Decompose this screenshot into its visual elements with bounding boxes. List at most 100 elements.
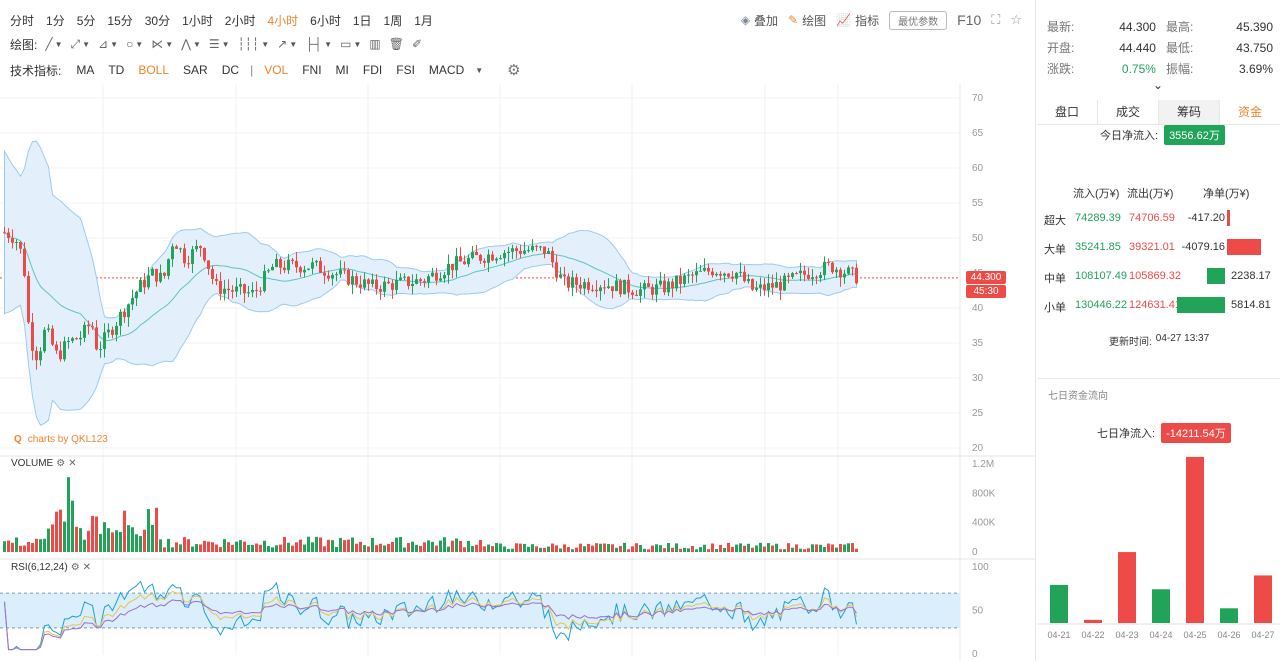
volume-bar <box>567 547 570 552</box>
best-params-button[interactable]: 最优参数 <box>889 10 948 30</box>
f10-button[interactable]: F10 <box>957 12 982 28</box>
interval-fenshi[interactable]: 分时 <box>10 13 35 28</box>
low-value: 43.750 <box>1236 40 1273 55</box>
seven-day-tick: 04-25 <box>1183 630 1206 640</box>
indicator-sar[interactable]: SAR <box>183 63 208 77</box>
channel-tool[interactable]: ⊿ ▼ <box>98 37 118 51</box>
interval-1mo[interactable]: 1月 <box>414 13 433 28</box>
interval-1d[interactable]: 1日 <box>352 13 372 28</box>
stats-tool[interactable]: ▥ <box>369 37 380 51</box>
volume-bar <box>831 544 834 552</box>
indicator-label: 指标 <box>855 13 880 28</box>
indicator-ma[interactable]: MA <box>76 63 95 77</box>
volume-bar <box>779 549 782 552</box>
gann-tool[interactable]: ┆┆┆ ▼ <box>238 37 270 51</box>
indicator-mi[interactable]: MI <box>335 63 349 77</box>
interval-1m[interactable]: 1分 <box>46 13 65 28</box>
wave-tool[interactable]: ⋀ ▼ <box>181 37 201 51</box>
candle <box>159 272 162 282</box>
volume-bar <box>199 544 202 552</box>
volume-bar <box>367 546 370 552</box>
quote-panel: 最新: 44.300 最高: 45.390 开盘: 44.440 最低: 43.… <box>1037 0 1280 661</box>
candle <box>639 289 642 296</box>
tab-funds[interactable]: 资金 <box>1220 100 1280 124</box>
interval-2h[interactable]: 2小时 <box>224 13 256 28</box>
fund-row-label: 中单 <box>1044 273 1066 285</box>
candle <box>343 269 346 271</box>
indicator-fni[interactable]: FNI <box>302 63 322 77</box>
overlay-button[interactable]: ◈ 叠加 <box>741 12 778 29</box>
indicator-fsi[interactable]: FSI <box>396 63 415 77</box>
candle <box>751 279 754 290</box>
interval-30m[interactable]: 30分 <box>144 13 171 28</box>
fullscreen-icon[interactable]: ⛶ <box>991 12 1001 27</box>
note-tool[interactable]: ▭ ▼ <box>340 37 361 51</box>
volume-bar <box>99 533 102 552</box>
star-icon[interactable]: ☆ <box>1010 12 1022 27</box>
fund-row-net: 5814.81 <box>1231 299 1271 311</box>
volume-bar <box>455 538 458 552</box>
volume-bar <box>315 536 318 552</box>
arrow-tool[interactable]: ↗ ▼ <box>277 37 297 51</box>
indicator-button[interactable]: 📈 指标 <box>836 12 879 29</box>
volume-bar <box>519 543 522 552</box>
candle <box>423 280 426 283</box>
interval-5m[interactable]: 5分 <box>76 13 96 28</box>
indicator-more[interactable]: ▼ <box>475 66 483 75</box>
candle <box>763 284 766 291</box>
volume-bar <box>619 545 622 552</box>
volume-bar <box>183 537 186 552</box>
volume-bar <box>363 545 366 552</box>
close-icon[interactable]: ✕ <box>82 562 92 573</box>
indicator-macd[interactable]: MACD <box>428 63 465 77</box>
range-tool[interactable]: ├┤ ▼ <box>305 37 332 51</box>
gear-icon[interactable]: ⚙ <box>70 562 80 573</box>
fib-tool[interactable]: ☰ ▼ <box>209 37 230 51</box>
indicator-dc[interactable]: DC <box>221 63 240 77</box>
ray-tool[interactable]: ⤢ ▼ <box>71 37 91 52</box>
candle <box>227 288 230 291</box>
candle <box>23 248 26 276</box>
gear-icon[interactable]: ⚙ <box>56 458 66 469</box>
draw-button[interactable]: ✎ 绘图 <box>788 12 826 29</box>
candle <box>735 272 738 279</box>
volume-bar <box>479 540 482 552</box>
volume-bar <box>387 543 390 552</box>
indicator-vol[interactable]: VOL <box>264 63 289 77</box>
eraser-tool[interactable]: ✐ <box>412 37 422 51</box>
delete-tool[interactable]: 🗑 <box>389 37 404 51</box>
interval-15m[interactable]: 15分 <box>107 13 133 28</box>
volume-bar <box>571 549 574 552</box>
volume-bar <box>763 546 766 552</box>
interval-1h[interactable]: 1小时 <box>182 13 213 28</box>
volume-bar <box>843 544 846 552</box>
tab-trades[interactable]: 成交 <box>1098 100 1159 124</box>
settings-icon[interactable]: ⚙ <box>507 62 521 79</box>
seven-day-bar <box>1220 608 1238 623</box>
candle <box>843 273 846 278</box>
interval-6h[interactable]: 6小时 <box>310 13 341 28</box>
chevron-down-icon: ▼ <box>475 65 484 75</box>
expand-icon[interactable]: ⌄ <box>1153 78 1164 92</box>
tab-chips[interactable]: 筹码 <box>1159 100 1220 124</box>
volume-bar <box>659 545 662 552</box>
candle <box>855 267 858 284</box>
pattern-tool[interactable]: ⋉ ▼ <box>151 37 173 51</box>
indicator-td[interactable]: TD <box>108 63 125 77</box>
indicator-boll[interactable]: BOLL <box>138 63 170 77</box>
candle <box>599 287 602 292</box>
volume-bar <box>343 540 346 552</box>
close-icon[interactable]: ✕ <box>68 458 77 469</box>
volume-bar <box>403 547 406 552</box>
line-tool[interactable]: ╱ ▼ <box>45 37 62 51</box>
fund-row-net-bar <box>1177 297 1225 313</box>
tab-orderbook[interactable]: 盘口 <box>1037 100 1098 124</box>
interval-1w[interactable]: 1周 <box>383 13 403 28</box>
rsi-pane: 100 50 0 <box>0 562 989 660</box>
shape-tool[interactable]: ○ ▼ <box>126 37 143 51</box>
interval-4h[interactable]: 4小时 <box>267 13 299 28</box>
candle <box>619 280 622 295</box>
indicator-fdi[interactable]: FDI <box>362 63 383 77</box>
fund-row-label: 大单 <box>1044 244 1066 256</box>
